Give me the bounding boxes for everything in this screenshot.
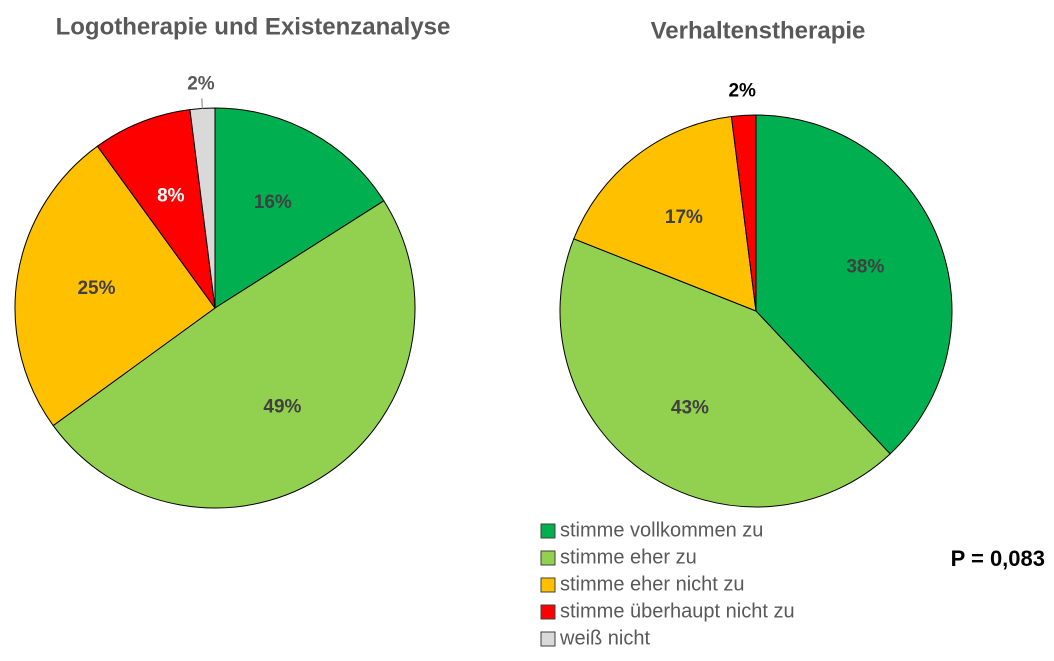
value-label: 43% [671,397,709,418]
legend-label: stimme eher zu [560,546,697,568]
leader-line [201,98,204,109]
pie-slice [755,114,953,455]
value-label: 2% [728,80,756,101]
legend-swatch [540,577,556,593]
legend-label: weiß nicht [559,627,650,649]
value-label: 8% [157,185,185,206]
value-label: 16% [254,192,292,213]
value-label: 25% [77,278,115,299]
pie-slice [573,115,757,312]
pie-slice [730,114,757,312]
legend-label: stimme vollkommen zu [560,519,763,541]
annotation: P = 0,083 [951,546,1045,571]
value-label: 17% [665,207,703,228]
pie-slice [96,109,216,309]
pie-slice [559,238,891,508]
value-label: 38% [846,257,884,278]
chart-title: Verhaltenstherapie [651,17,866,44]
legend-label: stimme eher nicht zu [560,573,745,595]
legend-label: stimme überhaupt nicht zu [560,600,795,622]
pie-slice [52,200,416,509]
pie-slice [14,145,216,427]
legend-swatch [540,550,556,566]
chart-title: Logotherapie und Existenzanalyse [56,13,451,40]
legend-swatch [540,523,556,539]
legend-swatch [540,604,556,620]
value-label: 2% [187,73,215,94]
legend-swatch [540,631,556,647]
value-label: 49% [263,396,301,417]
pie-slice [214,107,385,309]
